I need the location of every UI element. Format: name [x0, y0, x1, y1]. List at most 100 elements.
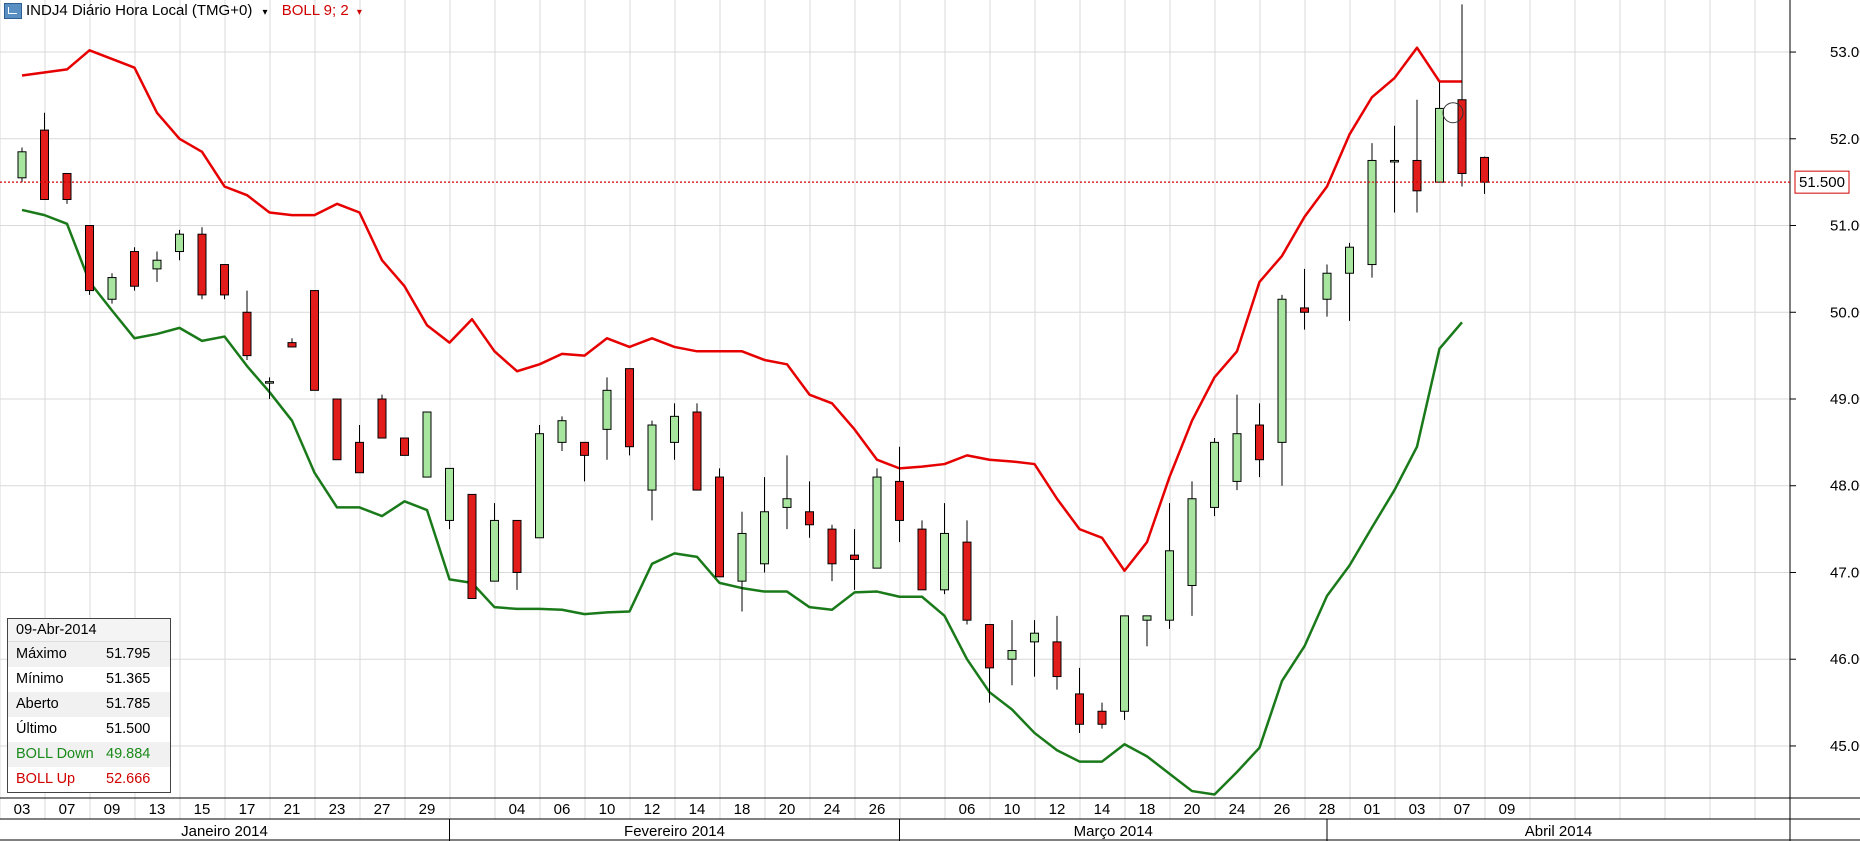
info-row: BOLL Up 52.666	[8, 767, 170, 792]
candle-body	[62, 172, 72, 200]
y-tick-label: 49.000	[1830, 391, 1860, 408]
candle-body	[895, 480, 904, 521]
x-tick-label: 24	[824, 801, 841, 818]
candle-body	[445, 467, 454, 521]
x-tick-label: 15	[194, 801, 211, 818]
month-label: Março 2014	[1074, 823, 1153, 840]
candle-body	[355, 441, 364, 474]
x-tick-label: 10	[599, 801, 616, 818]
candle-body	[1075, 693, 1084, 725]
candle-body	[152, 259, 162, 270]
x-tick-label: 09	[1499, 801, 1516, 818]
info-row-label: BOLL Down	[16, 746, 94, 762]
indicator-label[interactable]: BOLL 9; 2	[281, 2, 349, 19]
candle-body	[827, 528, 837, 565]
candle-body	[962, 541, 972, 621]
info-row-value: 51.365	[106, 671, 151, 687]
month-label: Fevereiro 2014	[624, 823, 725, 840]
x-tick-label: 06	[554, 801, 571, 818]
candle-body	[692, 411, 702, 491]
candle-body	[535, 433, 544, 539]
info-row-value: 49.884	[106, 746, 151, 762]
info-row: Aberto 51.785	[8, 692, 170, 717]
title-dropdown-icon[interactable]: ▾	[262, 7, 268, 18]
x-tick-label: 20	[779, 801, 796, 818]
chart-type-icon[interactable]	[4, 3, 22, 19]
x-tick-label: 29	[419, 801, 436, 818]
candle-body	[422, 411, 432, 478]
candle-body	[467, 493, 477, 600]
candle-body	[1120, 615, 1129, 712]
y-tick-label: 48.000	[1830, 478, 1860, 495]
candle-body	[1480, 156, 1489, 183]
candle-body	[1165, 550, 1174, 621]
candle-body	[602, 389, 612, 430]
x-tick-label: 26	[869, 801, 886, 818]
candle-body	[715, 476, 724, 578]
candle-body	[1457, 99, 1467, 174]
candle-body	[130, 251, 139, 287]
x-tick-label: 26	[1274, 801, 1291, 818]
x-tick-label: 24	[1229, 801, 1246, 818]
candle-body	[647, 424, 657, 491]
candle-body	[1435, 107, 1444, 183]
info-row-value: 51.785	[106, 696, 151, 712]
candle-body	[197, 233, 207, 296]
candle-body	[1367, 159, 1377, 266]
candle-body	[287, 342, 297, 348]
month-label: Abril 2014	[1525, 823, 1593, 840]
x-tick-label: 03	[14, 801, 31, 818]
info-row: Máximo 51.795	[8, 642, 170, 667]
cursor-circle	[1442, 102, 1464, 124]
candle-body	[490, 519, 499, 582]
candle-body	[580, 441, 589, 456]
price-marker-box	[1794, 170, 1850, 194]
y-tick-label: 45.000	[1830, 738, 1860, 755]
boll-up-line	[21, 46, 1462, 572]
x-tick-label: 20	[1184, 801, 1201, 818]
candle-body	[220, 264, 229, 296]
info-row-label: Máximo	[16, 646, 67, 662]
candle-body	[1210, 441, 1219, 508]
info-row: Mínimo 51.365	[8, 667, 170, 692]
candle-body	[1007, 650, 1017, 660]
info-row-label: Aberto	[16, 696, 59, 712]
y-tick-label: 46.000	[1830, 651, 1860, 668]
candle-body	[985, 624, 994, 669]
x-tick-label: 12	[644, 801, 661, 818]
candle-body	[557, 420, 567, 443]
candle-body	[1412, 159, 1422, 192]
candle-body	[1187, 498, 1197, 586]
x-tick-label: 28	[1319, 801, 1336, 818]
candle-body	[1255, 424, 1264, 461]
candle-body	[1097, 710, 1107, 725]
info-row-label: Último	[16, 721, 58, 737]
indicator-dropdown-icon[interactable]: ▾	[356, 7, 362, 18]
x-tick-label: 17	[239, 801, 256, 818]
candle-body	[760, 511, 769, 565]
info-row-label: Mínimo	[16, 671, 64, 687]
x-tick-label: 23	[329, 801, 346, 818]
candle-body	[310, 290, 319, 391]
info-row-value: 52.666	[106, 771, 151, 787]
candle-body	[85, 225, 94, 292]
info-box: 09-Abr-2014 Máximo 51.795 Mínimo 51.365 Aber…	[7, 618, 171, 793]
info-row-value: 51.795	[106, 646, 151, 662]
candle-body	[1142, 615, 1152, 621]
candle-body	[737, 532, 747, 582]
x-tick-label: 04	[509, 801, 526, 818]
candle-body	[377, 398, 387, 439]
candle-body	[1322, 272, 1332, 300]
candle-body	[1345, 246, 1354, 274]
candle-body	[400, 437, 409, 456]
candle-body	[332, 398, 342, 461]
info-row-label: BOLL Up	[16, 771, 76, 787]
candle-body	[872, 476, 882, 569]
candle-body	[625, 368, 634, 448]
candle-body	[850, 554, 859, 560]
info-date: 09-Abr-2014	[8, 619, 170, 642]
x-tick-label: 03	[1409, 801, 1426, 818]
x-tick-label: 27	[374, 801, 391, 818]
